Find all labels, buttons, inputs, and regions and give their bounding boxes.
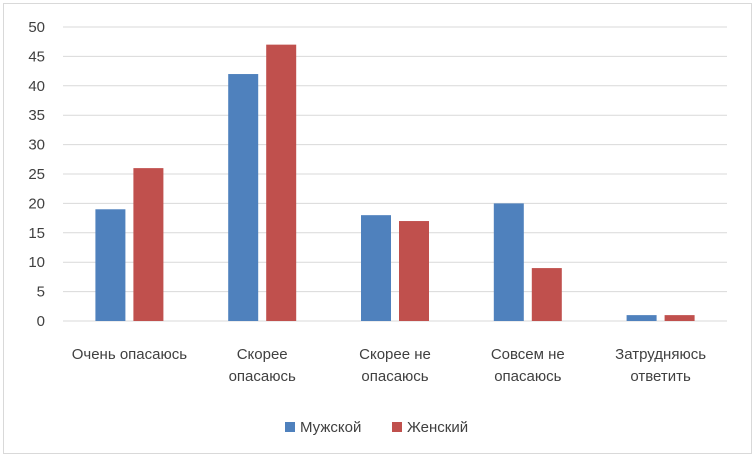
y-tick-label: 50 xyxy=(28,19,45,36)
bar-female xyxy=(664,315,695,321)
x-tick-label: Совсем не xyxy=(491,346,565,363)
bar-female xyxy=(531,268,562,321)
legend: Мужской Женский xyxy=(285,419,468,436)
y-tick-label: 5 xyxy=(37,284,45,301)
y-tick-label: 10 xyxy=(28,254,45,271)
bar-female xyxy=(133,168,164,321)
x-tick-label: опасаюсь xyxy=(361,368,428,385)
bar-male xyxy=(493,203,524,321)
y-tick-label: 0 xyxy=(37,313,45,330)
y-tick-label: 20 xyxy=(28,195,45,212)
y-tick-label: 45 xyxy=(28,48,45,65)
bar-female xyxy=(266,44,297,321)
x-tick-label: ответить xyxy=(630,368,691,385)
x-tick-label: Скорее не xyxy=(359,346,431,363)
y-tick-label: 15 xyxy=(28,225,45,242)
x-tick-label: опасаюсь xyxy=(229,368,296,385)
legend-label: Мужской xyxy=(300,419,361,436)
y-axis-ticks: 0 5 10 15 20 25 30 35 40 45 50 xyxy=(28,19,45,330)
x-tick-label: Затрудняюсь xyxy=(615,346,706,363)
bar-male xyxy=(228,74,259,321)
y-tick-label: 30 xyxy=(28,137,45,154)
y-tick-label: 35 xyxy=(28,107,45,124)
x-axis-ticks: Очень опасаюсь Скорее опасаюсь Скорее не опа… xyxy=(72,346,706,385)
bar-female xyxy=(399,221,429,321)
legend-label: Женский xyxy=(407,419,468,436)
bar-male xyxy=(95,209,126,321)
gridlines xyxy=(63,26,727,322)
bar-male xyxy=(361,215,391,321)
y-tick-label: 40 xyxy=(28,78,45,95)
bars xyxy=(95,44,695,321)
bar-male xyxy=(626,315,657,321)
legend-swatch xyxy=(285,422,295,432)
x-tick-label: опасаюсь xyxy=(494,368,561,385)
x-tick-label: Очень опасаюсь xyxy=(72,346,187,363)
legend-swatch xyxy=(392,422,402,432)
x-tick-label: Скорее xyxy=(237,346,288,363)
y-tick-label: 25 xyxy=(28,166,45,183)
